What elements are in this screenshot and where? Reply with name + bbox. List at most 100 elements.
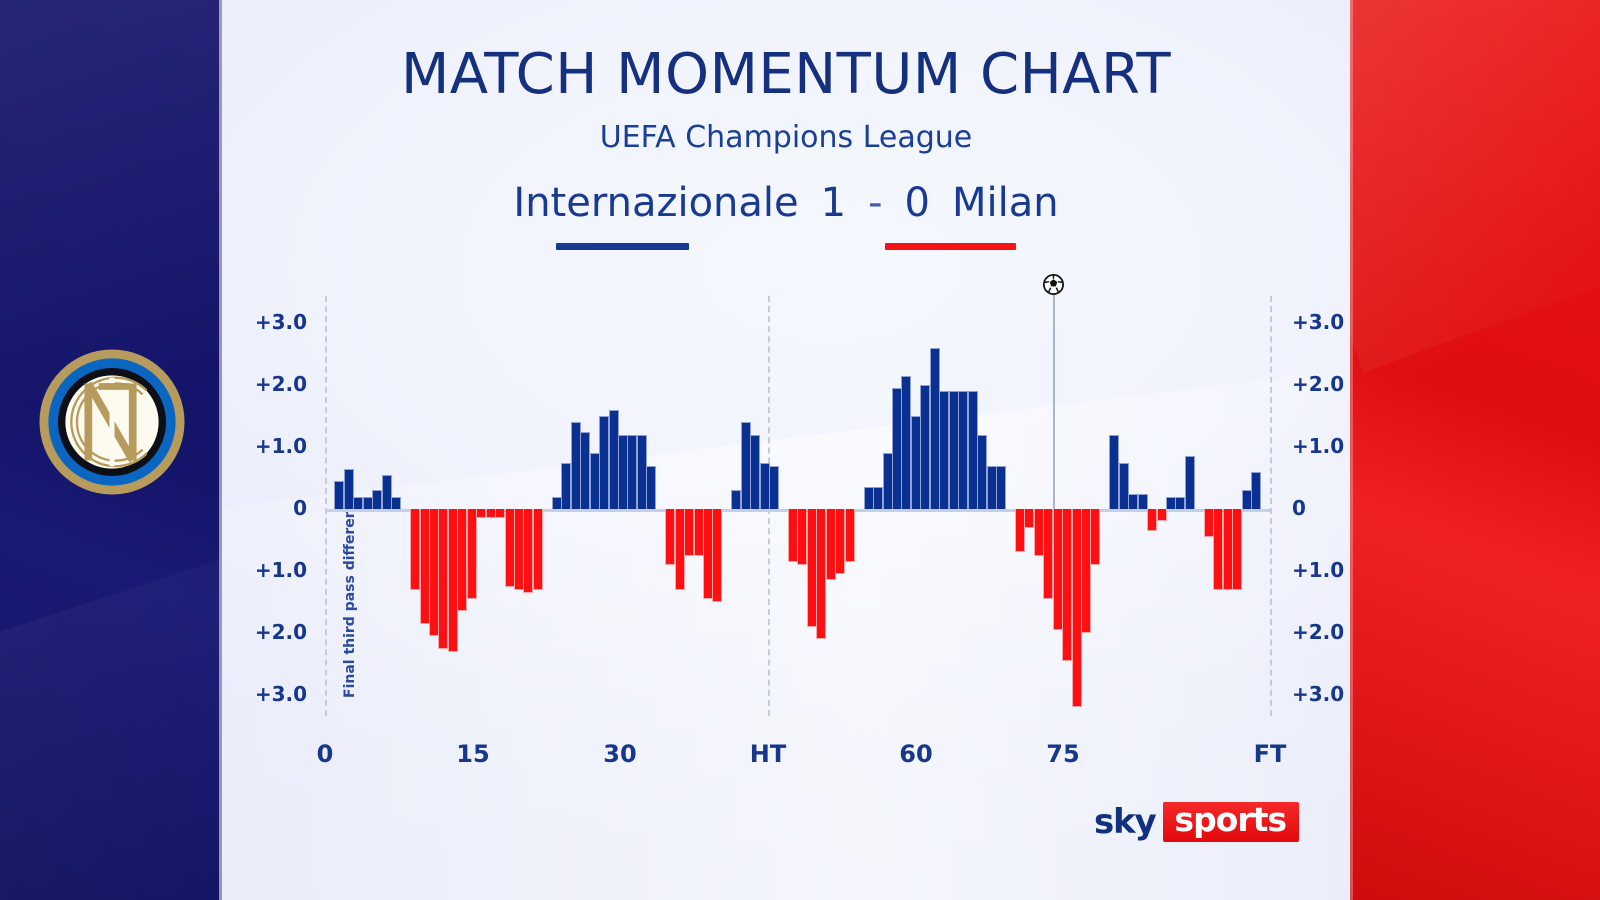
bar-minute-77[interactable] [1043, 509, 1053, 599]
bar-minute-55[interactable] [835, 509, 845, 575]
bar-minute-81[interactable] [1081, 509, 1091, 633]
bar-minute-39[interactable] [684, 509, 694, 556]
bar-minute-48[interactable] [769, 465, 779, 509]
away-team-score: 0 [904, 180, 930, 226]
bar-minute-88[interactable] [1147, 509, 1157, 531]
x-tick-HT: HT [749, 740, 787, 768]
bar-minute-46[interactable] [750, 434, 760, 509]
bar-minute-3[interactable] [344, 468, 354, 509]
bar-minute-92[interactable] [1185, 456, 1195, 509]
bar-minute-undefined[interactable] [1232, 509, 1242, 590]
bar-minute-53[interactable] [816, 509, 826, 640]
x-tick-FT: FT [1253, 740, 1287, 768]
y-tick-right-6: +3.0 [1292, 682, 1345, 706]
bar-minute-95[interactable] [1213, 509, 1223, 590]
y-tick-right-2: +1.0 [1292, 434, 1345, 458]
chart-panel: MATCH MOMENTUM CHART UEFA Champions Leag… [222, 0, 1350, 900]
goal-marker-stem [1053, 293, 1056, 509]
scoreline: Internazionale 1 - 0 Milan [222, 180, 1350, 226]
bar-minute-51[interactable] [797, 509, 807, 565]
bar-minute-75[interactable] [1024, 509, 1034, 528]
home-team-color-key [556, 243, 689, 250]
y-tick-right-3: 0 [1292, 496, 1306, 520]
bar-minute-66[interactable] [939, 391, 949, 509]
y-tick-right-0: +3.0 [1292, 310, 1345, 334]
home-team-panel [0, 0, 222, 900]
gridline-0 [325, 296, 327, 716]
y-tick-left-0: +3.0 [254, 310, 307, 334]
y-tick-right-1: +2.0 [1292, 372, 1345, 396]
bar-minute-84[interactable] [1109, 434, 1119, 509]
home-team-name: Internazionale [513, 180, 799, 226]
bar-minute-44[interactable] [731, 490, 741, 509]
bar-minute-2[interactable] [334, 481, 344, 509]
x-tick-0: 0 [316, 740, 334, 768]
momentum-plot: Final third pass differential +3.0 +2.0 +1… [255, 274, 1344, 768]
sports-wordmark: sports [1163, 801, 1300, 843]
bar-minute-23[interactable] [533, 509, 543, 590]
bar-minute-7[interactable] [382, 474, 392, 509]
bar-minute-82[interactable] [1090, 509, 1100, 565]
bar-minute-89[interactable] [1157, 509, 1167, 522]
bar-minute-91[interactable] [1175, 496, 1185, 509]
bar-minute-15[interactable] [457, 509, 467, 612]
y-tick-left-6: +3.0 [254, 682, 307, 706]
bar-minute-87[interactable] [1138, 493, 1148, 509]
away-team-panel: ACM 1899 [1350, 0, 1600, 900]
internazionale-crest [39, 349, 185, 495]
bar-minute-74[interactable] [1015, 509, 1025, 553]
y-tick-right-4: +1.0 [1292, 558, 1345, 582]
y-tick-left-5: +2.0 [254, 620, 307, 644]
sky-wordmark: sky [1094, 802, 1157, 842]
y-tick-right-5: +2.0 [1292, 620, 1345, 644]
bar-minute-64[interactable] [920, 385, 930, 509]
x-tick-60: 60 [899, 740, 933, 768]
panel-divider-right [1350, 0, 1353, 900]
bar-minute-26[interactable] [561, 462, 571, 509]
bar-minute-19[interactable] [495, 509, 505, 519]
bar-minute-68[interactable] [958, 391, 968, 509]
panel-divider-left [219, 0, 222, 900]
x-tick-75: 75 [1046, 740, 1080, 768]
x-tick-30: 30 [603, 740, 637, 768]
bar-minute-4[interactable] [353, 496, 363, 509]
y-tick-left-1: +2.0 [254, 372, 307, 396]
bar-minute-70[interactable] [977, 434, 987, 509]
bar-minute-59[interactable] [873, 487, 883, 509]
bar-minute-56[interactable] [845, 509, 855, 562]
bar-minute-72[interactable] [996, 465, 1006, 509]
bar-minute-33[interactable] [627, 434, 637, 509]
bar-minute-85[interactable] [1119, 462, 1129, 509]
y-tick-left-3: 0 [293, 496, 307, 520]
x-tick-15: 15 [456, 740, 490, 768]
bar-minute-16[interactable] [467, 509, 477, 599]
home-team-score: 1 [820, 180, 847, 226]
score-separator: - [868, 180, 883, 226]
bar-minute-22[interactable] [523, 509, 533, 593]
away-team-color-key [885, 243, 1016, 250]
bar-minute-17[interactable] [476, 509, 486, 519]
bar-minute-35[interactable] [646, 465, 656, 509]
page-title: MATCH MOMENTUM CHART [400, 42, 1172, 107]
bar-minute-30[interactable] [599, 416, 609, 509]
bar-minute-6[interactable] [372, 490, 382, 509]
y-tick-left-4: +1.0 [254, 558, 307, 582]
bar-minute-10[interactable] [410, 509, 420, 590]
bar-minute-37[interactable] [665, 509, 675, 565]
bar-minute-62[interactable] [901, 375, 911, 509]
y-tick-left-2: +1.0 [254, 434, 307, 458]
bar-minute-undefined[interactable] [1251, 471, 1261, 509]
bar-minute-42[interactable] [712, 509, 722, 602]
momentum-bars [325, 296, 1270, 716]
gridline-FT [1270, 296, 1272, 716]
sky-sports-logo: sky sports [1094, 801, 1300, 843]
football-icon [1043, 274, 1065, 295]
bar-minute-13[interactable] [438, 509, 448, 649]
bar-minute-79[interactable] [1062, 509, 1072, 661]
bar-minute-28[interactable] [580, 431, 590, 509]
bar-minute-86[interactable] [1128, 493, 1138, 509]
bar-minute-8[interactable] [391, 496, 401, 509]
away-team-name: Milan [951, 180, 1059, 226]
competition-label: UEFA Champions League [599, 120, 973, 155]
